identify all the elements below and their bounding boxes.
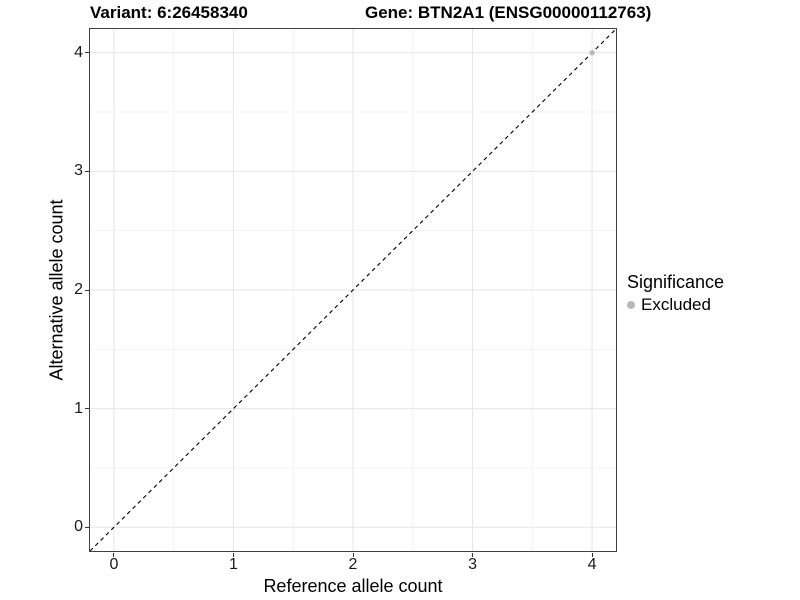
y-tick-label: 4: [74, 43, 83, 61]
gene-title: Gene: BTN2A1 (ENSG00000112763): [365, 3, 652, 22]
y-tick-label: 1: [74, 399, 83, 417]
x-tick-mark: [352, 553, 354, 557]
x-tick-mark: [591, 553, 593, 557]
y-tick-label: 3: [74, 162, 83, 180]
x-tick-label: 2: [348, 556, 358, 573]
legend-items: Excluded: [627, 295, 724, 315]
x-tick-label: 1: [229, 556, 238, 573]
legend-title: Significance: [627, 272, 725, 292]
y-tick-mark: [85, 52, 89, 54]
x-tick-label: 4: [587, 556, 597, 573]
x-axis-title: Reference allele count: [263, 576, 443, 596]
legend: Significance Excluded: [627, 272, 724, 315]
plot-canvas: [90, 29, 616, 551]
x-tick-label: 0: [109, 556, 119, 573]
x-tick-mark: [472, 553, 474, 557]
legend-item: Excluded: [627, 295, 724, 315]
data-point-excluded: [589, 50, 595, 56]
legend-key-dot: [627, 301, 635, 309]
variant-title: Variant: 6:26458340: [90, 3, 248, 22]
y-tick-mark: [85, 170, 89, 172]
plot-panel: [89, 28, 617, 552]
x-tick-mark: [232, 553, 234, 557]
y-tick-mark: [85, 289, 89, 291]
y-axis-title: Alternative allele count: [46, 199, 67, 381]
legend-item-label: Excluded: [641, 295, 711, 314]
y-tick-label: 0: [74, 518, 83, 536]
y-tick-mark: [85, 408, 89, 410]
identity-reference-line: [90, 29, 616, 551]
x-tick-mark: [113, 553, 115, 557]
y-tick-mark: [85, 526, 89, 528]
y-tick-label: 2: [74, 281, 83, 298]
x-tick-label: 3: [468, 556, 477, 573]
